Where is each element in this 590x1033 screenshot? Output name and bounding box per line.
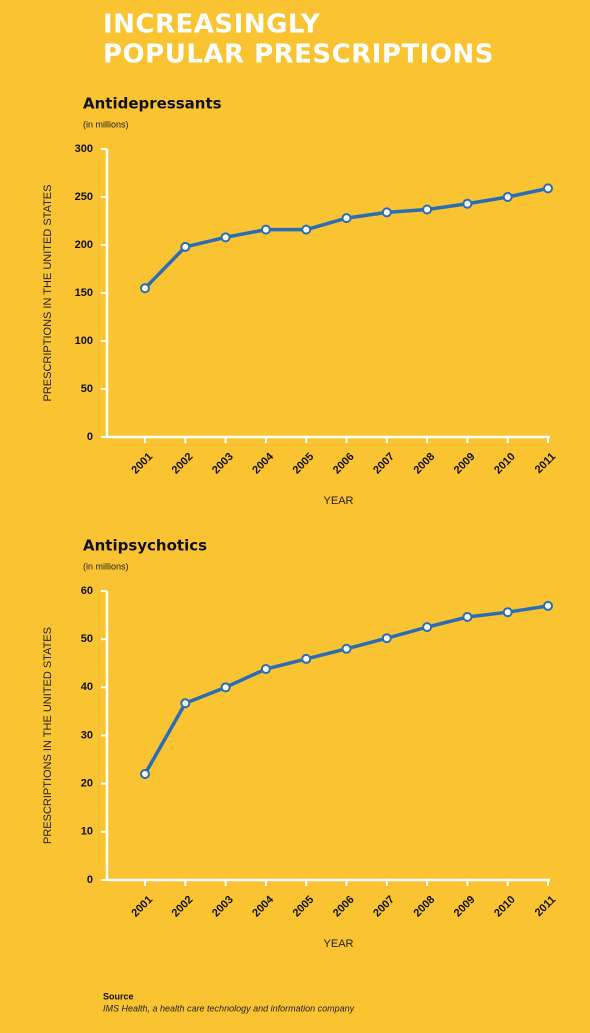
data-point [341, 213, 352, 224]
data-point [381, 633, 392, 644]
data-point [301, 224, 312, 235]
data-point [543, 183, 553, 194]
data-point [140, 769, 150, 780]
data-point [341, 643, 352, 654]
data-point [502, 607, 513, 618]
y-tick-label: 60 [81, 585, 93, 597]
page-title: POPULAR PRESCRIPTIONS [103, 40, 494, 70]
data-point [220, 232, 231, 243]
chart-title: Antidepressants [83, 95, 222, 113]
y-tick-label: 40 [81, 681, 93, 693]
source-label: Source [103, 991, 134, 1001]
y-tick-label: 50 [81, 383, 93, 395]
data-point [422, 204, 433, 215]
y-tick-label: 200 [75, 239, 93, 251]
data-point [140, 283, 150, 294]
x-axis-label: YEAR [324, 495, 354, 507]
data-point [381, 207, 392, 218]
y-tick-label: 0 [87, 431, 93, 443]
data-point [260, 664, 271, 675]
page-title: INCREASINGLY [103, 10, 321, 40]
y-tick-label: 300 [75, 143, 93, 155]
y-tick-label: 0 [87, 874, 93, 886]
data-point [301, 653, 312, 664]
y-tick-label: 20 [81, 778, 93, 790]
data-point [180, 698, 191, 709]
y-tick-label: 50 [81, 633, 93, 645]
y-tick-label: 30 [81, 729, 93, 741]
chart-subtitle: (in millions) [83, 119, 129, 129]
x-axis-label: YEAR [324, 938, 354, 950]
y-tick-label: 250 [75, 191, 93, 203]
chart-title: Antipsychotics [83, 537, 207, 555]
source-text: IMS Health, a health care technology and… [103, 1003, 355, 1013]
data-point [260, 224, 271, 235]
data-point [502, 192, 513, 202]
chart-subtitle: (in millions) [83, 561, 129, 571]
data-point [462, 612, 473, 623]
y-axis-label: PRESCRIPTIONS IN THE UNITED STATES [42, 627, 54, 844]
y-tick-label: 100 [75, 335, 93, 347]
y-axis-label: PRESCRIPTIONS IN THE UNITED STATES [42, 185, 54, 402]
data-point [422, 622, 433, 633]
data-point [220, 682, 231, 693]
data-point [180, 241, 191, 252]
data-point [462, 198, 473, 209]
data-point [543, 600, 553, 611]
y-tick-label: 150 [75, 287, 93, 299]
y-tick-label: 10 [81, 826, 93, 838]
